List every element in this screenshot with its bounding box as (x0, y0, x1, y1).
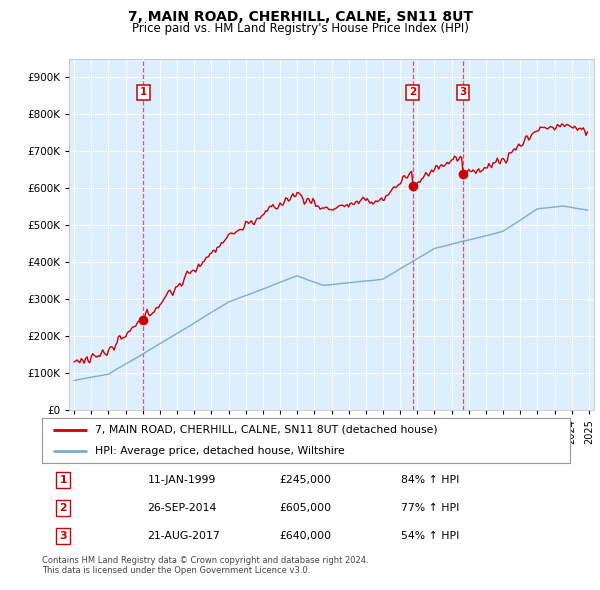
Text: 7, MAIN ROAD, CHERHILL, CALNE, SN11 8UT (detached house): 7, MAIN ROAD, CHERHILL, CALNE, SN11 8UT … (95, 425, 437, 435)
Text: £245,000: £245,000 (280, 475, 332, 485)
Text: Contains HM Land Registry data © Crown copyright and database right 2024.: Contains HM Land Registry data © Crown c… (42, 556, 368, 565)
Text: Price paid vs. HM Land Registry's House Price Index (HPI): Price paid vs. HM Land Registry's House … (131, 22, 469, 35)
Text: 11-JAN-1999: 11-JAN-1999 (148, 475, 216, 485)
Text: 3: 3 (59, 531, 67, 541)
Text: 3: 3 (459, 87, 466, 97)
Text: 77% ↑ HPI: 77% ↑ HPI (401, 503, 460, 513)
Text: HPI: Average price, detached house, Wiltshire: HPI: Average price, detached house, Wilt… (95, 446, 344, 456)
Text: 7, MAIN ROAD, CHERHILL, CALNE, SN11 8UT: 7, MAIN ROAD, CHERHILL, CALNE, SN11 8UT (128, 10, 473, 24)
Text: 2: 2 (59, 503, 67, 513)
Text: 84% ↑ HPI: 84% ↑ HPI (401, 475, 460, 485)
Text: 54% ↑ HPI: 54% ↑ HPI (401, 531, 460, 541)
Text: 1: 1 (140, 87, 147, 97)
Text: 26-SEP-2014: 26-SEP-2014 (148, 503, 217, 513)
Text: This data is licensed under the Open Government Licence v3.0.: This data is licensed under the Open Gov… (42, 566, 310, 575)
Text: 2: 2 (409, 87, 416, 97)
Text: 1: 1 (59, 475, 67, 485)
Text: £640,000: £640,000 (280, 531, 332, 541)
Text: £605,000: £605,000 (280, 503, 332, 513)
Text: 21-AUG-2017: 21-AUG-2017 (148, 531, 220, 541)
